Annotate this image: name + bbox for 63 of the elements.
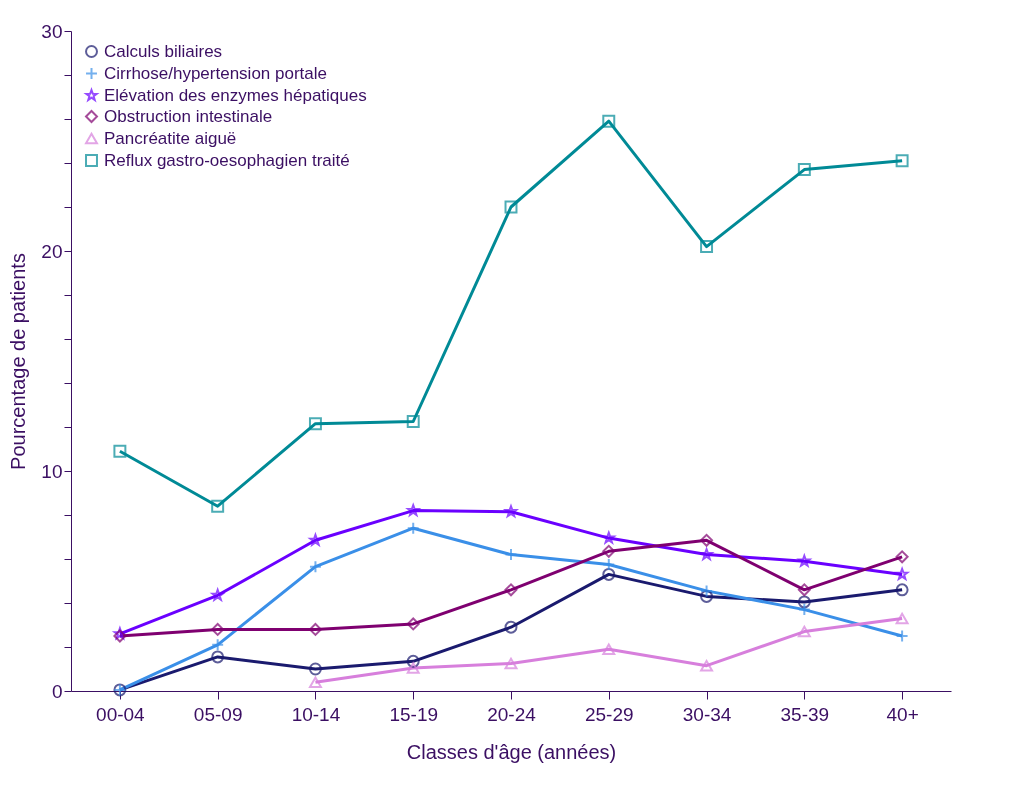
x-tick-label: 15-19: [389, 703, 439, 725]
point: [406, 617, 420, 631]
x-tick-label: 40+: [886, 703, 919, 725]
point: [504, 200, 518, 214]
point: [700, 659, 714, 672]
point: [406, 654, 420, 668]
point: [504, 548, 518, 562]
point: [602, 643, 616, 655]
y-tick-label: 0: [51, 680, 63, 702]
point: [504, 505, 518, 518]
point: [211, 638, 225, 652]
point: [308, 662, 322, 676]
x-tick-label: 30-34: [682, 703, 732, 725]
point: [895, 583, 909, 597]
point: [895, 612, 909, 625]
point: [602, 114, 616, 128]
point: [308, 417, 322, 431]
x-tick-label: 00-04: [96, 703, 146, 725]
point: [895, 629, 909, 643]
point: [797, 603, 811, 617]
point: [797, 163, 811, 177]
x-tick-label: 25-29: [584, 703, 634, 725]
point: [602, 558, 616, 571]
y-tick-label: 30: [41, 20, 63, 42]
point: [797, 595, 811, 609]
point: [700, 533, 714, 547]
point: [895, 550, 909, 564]
x-tick-label: 10-14: [291, 703, 341, 725]
point: [504, 583, 518, 597]
point: [797, 625, 811, 638]
legend-label: Calculs biliaires: [104, 41, 223, 61]
point: [602, 544, 616, 558]
point: [504, 657, 518, 670]
point: [602, 567, 616, 581]
point: [211, 650, 225, 664]
legend-label: Elévation des enzymes hépatiques: [104, 85, 367, 105]
point: [406, 521, 420, 535]
point: [406, 662, 420, 674]
legend-label: Obstruction intestinale: [104, 106, 273, 126]
x-tick-label: 35-39: [780, 703, 830, 725]
point: [700, 589, 714, 603]
point: [308, 676, 322, 688]
point: [504, 620, 518, 634]
point: [308, 560, 322, 574]
x-tick-label: 05-09: [193, 703, 243, 725]
x-tick-label: 20-24: [487, 703, 537, 725]
point: [700, 240, 714, 254]
legend-label: Cirrhose/hypertension portale: [104, 63, 328, 83]
point: [700, 584, 714, 598]
y-axis-title: Pourcentage de patients: [7, 253, 30, 470]
x-axis-title: Classes d'âge (années): [406, 740, 617, 763]
point: [308, 622, 322, 636]
legend-label: Reflux gastro-oesophagien traité: [104, 150, 350, 170]
point: [406, 415, 420, 428]
point: [211, 499, 225, 513]
point: [211, 622, 225, 636]
point: [113, 444, 127, 458]
point: [895, 154, 909, 168]
point: [895, 567, 909, 580]
point: [797, 583, 811, 597]
y-tick-label: 10: [41, 460, 63, 482]
y-tick-label: 20: [41, 240, 63, 262]
legend-label: Pancréatite aiguë: [104, 128, 237, 148]
